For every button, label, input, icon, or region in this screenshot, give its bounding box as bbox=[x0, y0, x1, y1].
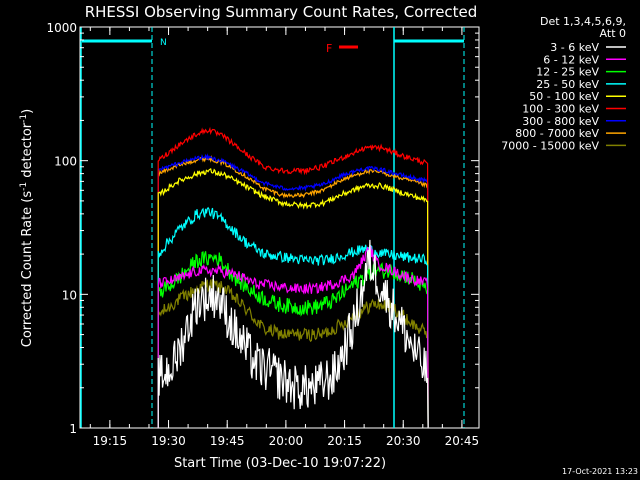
series-100-300kev-line bbox=[157, 126, 429, 429]
series-50-100kev-line bbox=[157, 167, 429, 429]
night-marker-label: N bbox=[160, 38, 167, 48]
series-800-7000kev-line bbox=[157, 154, 429, 429]
x-tick-label: 19:30 bbox=[151, 434, 186, 448]
plot-frame bbox=[79, 26, 480, 429]
series-layer bbox=[157, 126, 429, 429]
legend-entry-label: 800 - 7000 keV bbox=[515, 127, 599, 140]
series-3-6kev-line bbox=[157, 239, 429, 429]
footer-date: 17-Oct-2021 13:23 bbox=[562, 467, 638, 476]
x-tick-label: 20:30 bbox=[386, 434, 421, 448]
y-tick-label: 10 bbox=[62, 288, 77, 302]
legend-entry-label: 100 - 300 keV bbox=[522, 103, 599, 116]
y-axis-label: Corrected Count Rate (s-1 detector-1) bbox=[19, 109, 35, 347]
y-tick-label: 1 bbox=[69, 422, 77, 436]
x-axis-ticks: 19:15 19:30 19:45 20:00 20:15 20:30 20:45 bbox=[89, 27, 480, 448]
series-12-25kev-line bbox=[157, 251, 429, 429]
legend-header-line: Att 0 bbox=[600, 27, 626, 40]
legend-entry-label: 3 - 6 keV bbox=[550, 41, 599, 54]
y-axis-ticks: 1 10 100 1000 bbox=[46, 21, 479, 436]
x-tick-label: 20:45 bbox=[445, 434, 480, 448]
x-tick-label: 20:00 bbox=[269, 434, 304, 448]
legend-entry-label: 300 - 800 keV bbox=[522, 115, 599, 128]
legend-entry-label: 12 - 25 keV bbox=[536, 66, 599, 79]
x-tick-label: 20:15 bbox=[327, 434, 362, 448]
legend-entry-label: 50 - 100 keV bbox=[529, 90, 599, 103]
legend-header-line: Det 1,3,4,5,6,9, bbox=[540, 15, 626, 28]
flare-marker-label: F bbox=[326, 42, 332, 55]
series-6-12kev-line bbox=[157, 244, 429, 429]
chart-title: RHESSI Observing Summary Count Rates, Co… bbox=[85, 3, 478, 21]
y-tick-label: 1000 bbox=[46, 21, 77, 35]
series-7000-15000kev-line bbox=[157, 279, 429, 429]
legend-entry-label: 6 - 12 keV bbox=[543, 53, 599, 66]
series-25-50kev-line bbox=[157, 206, 429, 429]
legend-entry-label: 7000 - 15000 keV bbox=[501, 139, 599, 152]
series-300-800kev-line bbox=[157, 153, 429, 429]
legend-entry-label: 25 - 50 keV bbox=[536, 78, 599, 91]
x-tick-label: 19:15 bbox=[93, 434, 128, 448]
x-axis-label: Start Time (03-Dec-10 19:07:22) bbox=[174, 456, 386, 471]
x-tick-label: 19:45 bbox=[210, 434, 245, 448]
y-tick-label: 100 bbox=[54, 155, 77, 169]
plot-area-border bbox=[79, 26, 480, 429]
